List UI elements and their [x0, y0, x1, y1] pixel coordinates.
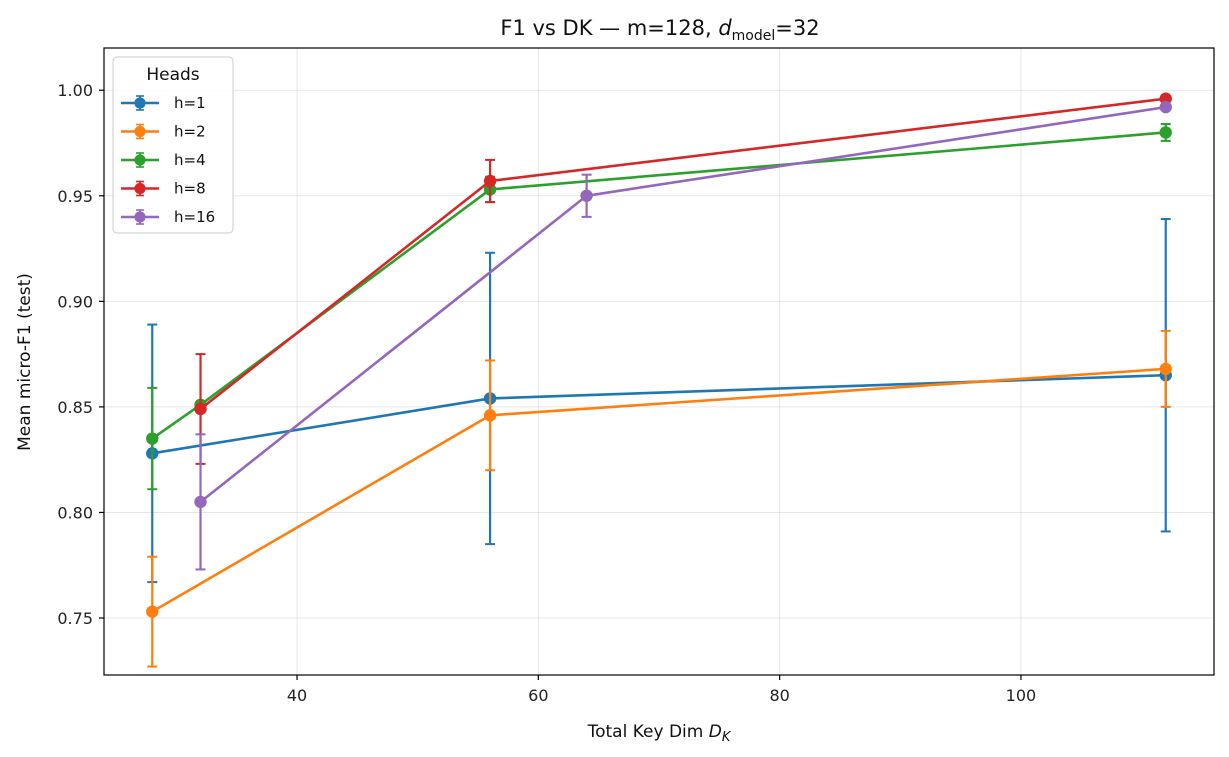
y-tick-label: 0.80	[57, 503, 93, 522]
legend-swatch-marker	[134, 182, 146, 195]
ticks: 40 60 80 100 0.75 0.80 0.85 0.90 0.95 1.00	[57, 81, 1036, 705]
y-tick-label: 0.75	[57, 609, 93, 628]
legend-label: h=8	[174, 180, 206, 198]
legend-item: h=16	[121, 208, 215, 226]
data-point	[1159, 100, 1172, 114]
legend-swatch-marker	[134, 125, 146, 138]
series-layer	[146, 92, 1172, 668]
x-tick-label: 40	[287, 686, 307, 705]
chart-title-math-sub: model	[732, 28, 776, 44]
legend-label: h=16	[174, 208, 215, 226]
x-tick-label: 60	[528, 686, 548, 705]
x-axis-label-math-sub: K	[722, 730, 732, 745]
chart-title-text: F1 vs DK — m=128,	[500, 16, 718, 40]
series-line	[151, 131, 1166, 440]
series-h=8	[194, 92, 1172, 465]
data-point	[1159, 362, 1172, 376]
data-point	[580, 189, 593, 202]
series-line	[151, 367, 1166, 613]
x-tick-label: 100	[1006, 686, 1037, 705]
y-tick-label: 0.90	[57, 292, 93, 311]
legend-item: h=1	[121, 94, 206, 112]
x-axis-label: Total Key Dim DK	[587, 722, 732, 745]
legend-title: Heads	[146, 65, 199, 85]
legend-swatch-marker	[134, 97, 146, 109]
chart-title: F1 vs DK — m=128, dmodel=32	[500, 16, 819, 44]
y-axis-label: Mean micro-F1 (test)	[15, 273, 35, 451]
legend: Heads h=1 h=2 h=4 h=8 h=16	[112, 56, 234, 234]
data-point	[146, 605, 159, 618]
x-axis-label-text: Total Key Dim	[587, 722, 709, 742]
data-point	[146, 432, 159, 445]
x-axis-label-math-var: D	[709, 722, 722, 742]
chart-title-math-var: d	[718, 16, 732, 40]
y-tick-label: 0.85	[57, 398, 93, 417]
chart-title-suffix: =32	[775, 16, 819, 40]
legend-swatch-marker	[134, 211, 146, 223]
legend-item: h=8	[121, 180, 206, 198]
data-point	[1159, 126, 1172, 139]
y-tick-label: 0.95	[57, 187, 93, 206]
legend-label: h=2	[174, 123, 206, 141]
legend-label: h=1	[174, 94, 206, 112]
legend-item: h=2	[121, 123, 206, 141]
grid	[104, 48, 1214, 675]
series-line	[152, 373, 1166, 455]
data-point	[483, 409, 497, 422]
legend-items: h=1 h=2 h=4 h=8 h=16	[121, 94, 215, 226]
plot-frame	[103, 47, 1215, 676]
series-h=16	[194, 100, 1172, 571]
legend-swatch-marker	[134, 154, 146, 166]
data-point	[483, 174, 497, 188]
legend-item: h=4	[121, 151, 206, 169]
legend-label: h=4	[174, 151, 206, 169]
series-h=1	[146, 218, 1172, 584]
y-tick-label: 1.00	[57, 81, 93, 100]
x-tick-label: 80	[769, 686, 789, 705]
data-point	[194, 402, 207, 416]
series-h=2	[146, 329, 1172, 668]
series-h=4	[146, 123, 1172, 491]
data-point	[194, 495, 207, 509]
